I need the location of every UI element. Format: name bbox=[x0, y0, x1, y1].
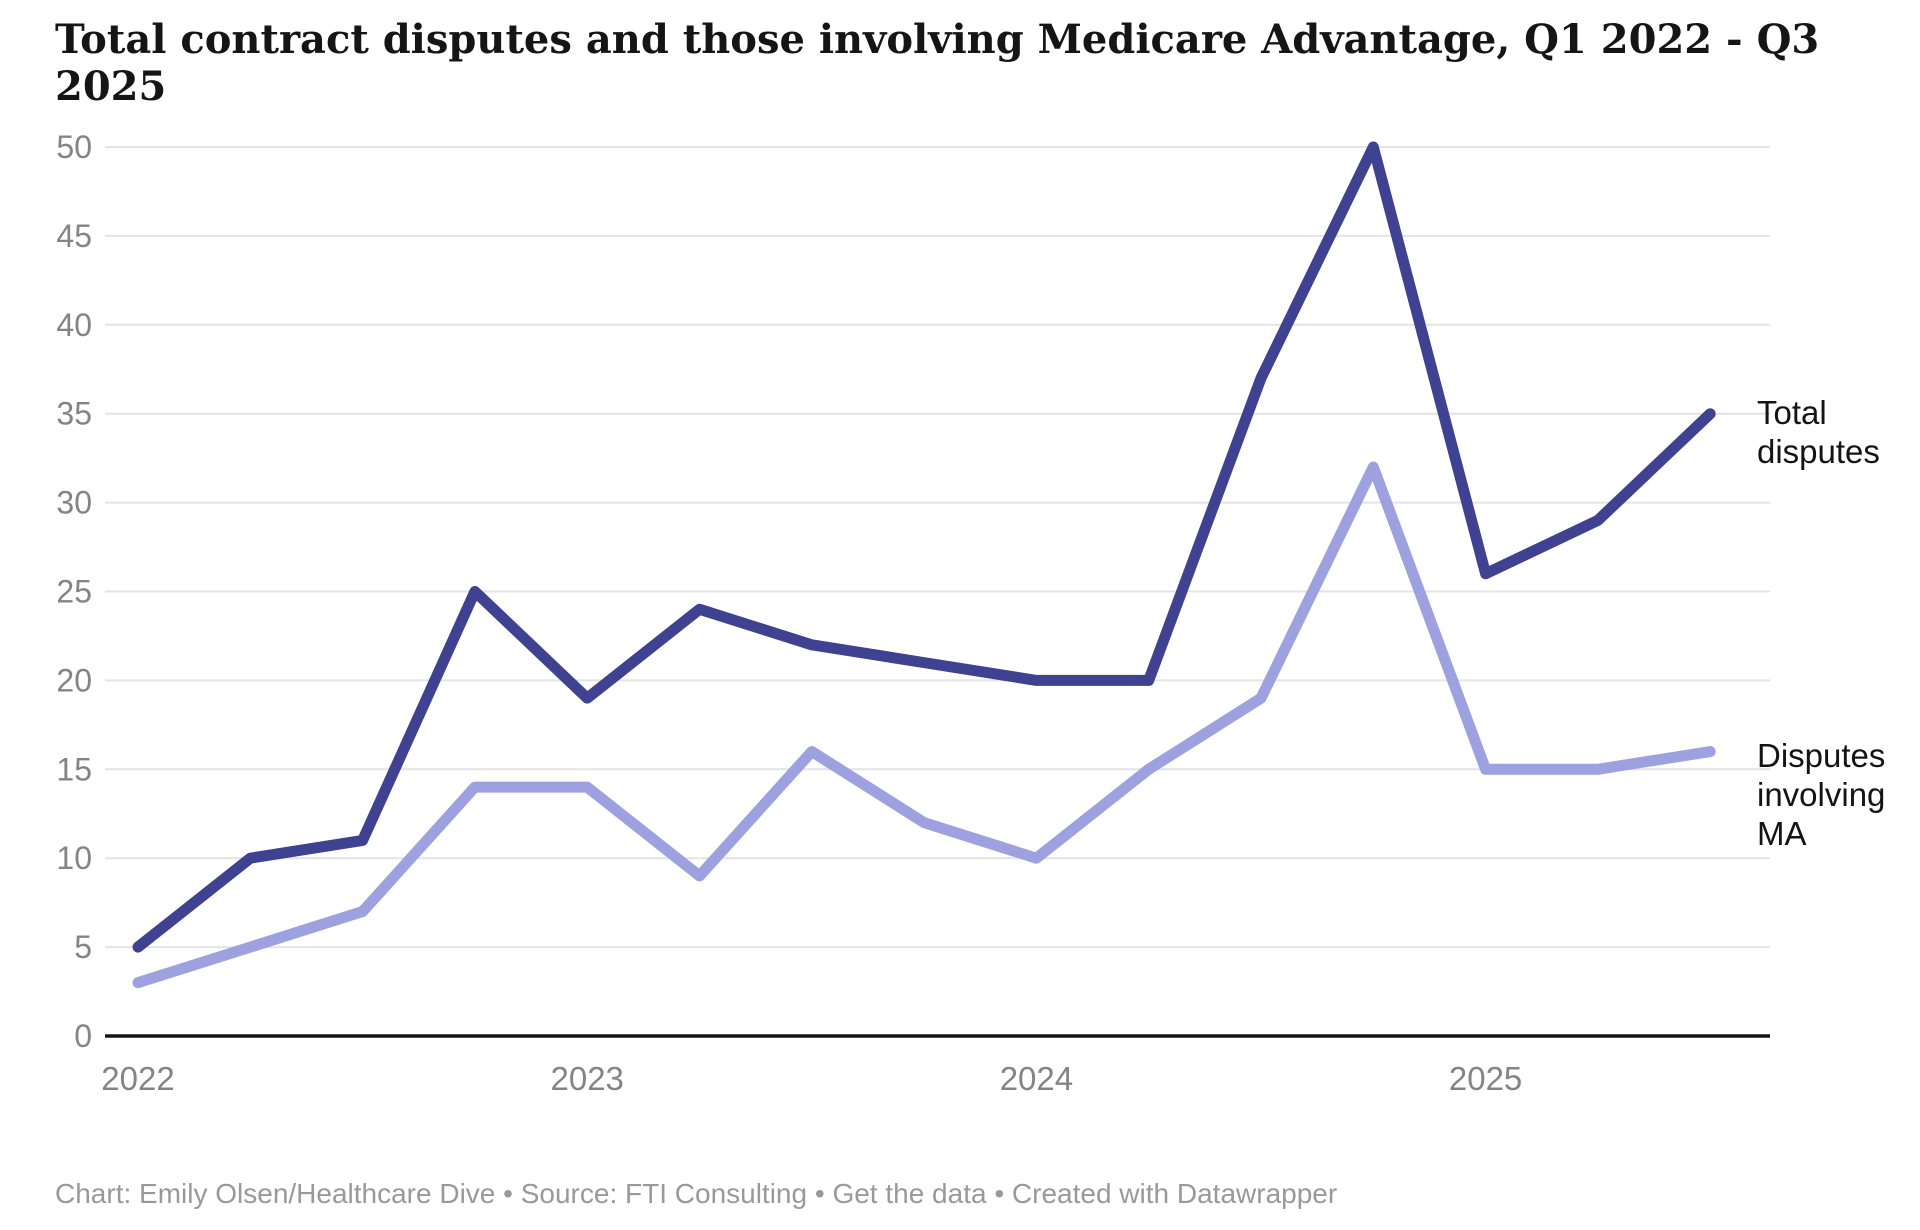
y-tick-label-0: 0 bbox=[74, 1018, 92, 1054]
x-tick-label-2025: 2025 bbox=[1449, 1060, 1522, 1097]
y-tick-label-30: 30 bbox=[56, 485, 92, 521]
y-tick-label-20: 20 bbox=[56, 662, 92, 698]
series-line-disputes-involving-ma bbox=[132, 461, 1716, 989]
x-tick-label-2022: 2022 bbox=[101, 1060, 174, 1097]
y-tick-label-40: 40 bbox=[56, 307, 92, 343]
y-tick-label-15: 15 bbox=[56, 751, 92, 787]
series-line-total-disputes bbox=[132, 141, 1716, 953]
chart-footer: Chart: Emily Olsen/Healthcare Dive • Sou… bbox=[55, 1178, 1875, 1210]
y-tick-label-25: 25 bbox=[56, 574, 92, 610]
footer-text: Chart: Emily Olsen/Healthcare Dive • Sou… bbox=[55, 1178, 833, 1209]
y-tick-label-50: 50 bbox=[56, 129, 92, 165]
x-tick-label-2023: 2023 bbox=[550, 1060, 623, 1097]
series-label-total-disputes: Total disputes bbox=[1757, 394, 1880, 470]
y-tick-label-10: 10 bbox=[56, 840, 92, 876]
series-label-disputes-involving-ma: Disputes involving MA bbox=[1757, 737, 1886, 852]
y-tick-label-5: 5 bbox=[74, 929, 92, 965]
footer-text: • Created with Datawrapper bbox=[986, 1178, 1338, 1209]
y-tick-label-35: 35 bbox=[56, 396, 92, 432]
get-the-data-link[interactable]: Get the data bbox=[832, 1178, 987, 1209]
x-tick-label-2024: 2024 bbox=[1000, 1060, 1073, 1097]
y-tick-label-45: 45 bbox=[56, 218, 92, 254]
chart-title: Total contract disputes and those involv… bbox=[55, 16, 1820, 110]
